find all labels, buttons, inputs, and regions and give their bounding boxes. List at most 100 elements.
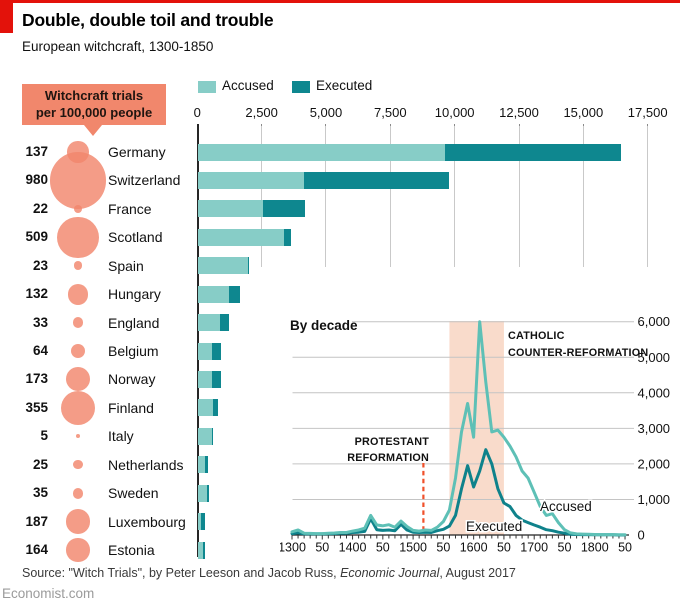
bar-chart-axis-line xyxy=(197,124,199,557)
catholic-annotation-line-1: CATHOLIC xyxy=(508,330,565,342)
country-label: Netherlands xyxy=(108,456,184,473)
accused-bar xyxy=(198,541,204,559)
legend-label-executed: Executed xyxy=(316,78,373,93)
inset-x-tick-label: 1600 xyxy=(460,541,488,555)
country-label: Germany xyxy=(108,144,166,160)
trials-rate-value: 355 xyxy=(25,399,48,415)
economist-com-link[interactable]: Economist.com xyxy=(2,586,95,601)
executed-bar xyxy=(303,171,450,189)
inset-x-tick-label: 50 xyxy=(436,541,450,555)
executed-bar xyxy=(205,456,208,474)
x-axis-tick-label: 0 xyxy=(193,105,201,120)
accused-bar xyxy=(198,228,285,246)
trials-rate-value: 35 xyxy=(32,485,48,501)
executed-bar xyxy=(203,541,205,559)
legend-label-accused: Accused xyxy=(222,78,274,93)
gridline xyxy=(261,126,263,267)
legend-swatch-executed xyxy=(292,81,310,93)
x-axis-tick-label: 12,500 xyxy=(499,105,539,120)
accused-line xyxy=(290,320,627,537)
inset-x-tick-label: 50 xyxy=(497,541,511,555)
executed-bar xyxy=(248,257,250,275)
catholic-annotation-line-2: COUNTER-REFORMATION xyxy=(508,347,648,359)
inset-x-tick-label: 1800 xyxy=(581,541,609,555)
trials-rate-value: 173 xyxy=(25,371,48,387)
gridline xyxy=(454,126,456,267)
x-axis-tick-label: 7,500 xyxy=(374,105,407,120)
page-subtitle: European witchcraft, 1300-1850 xyxy=(22,39,214,54)
source-note: Source: "Witch Trials", by Peter Leeson … xyxy=(22,566,516,580)
trials-bubble xyxy=(75,434,81,439)
callout-line-1: Witchcraft trials xyxy=(44,87,144,103)
inset-x-tick-label: 50 xyxy=(558,541,572,555)
gridline xyxy=(389,126,391,267)
source-suffix: , August 2017 xyxy=(439,566,516,580)
trials-rate-value: 22 xyxy=(32,200,48,216)
trials-bubble xyxy=(67,283,89,305)
accused-bar xyxy=(198,513,202,531)
inset-title: By decade xyxy=(290,318,358,333)
inset-y-tick-label: 2,000 xyxy=(638,456,671,471)
inset-y-tick-label: 5,000 xyxy=(638,350,671,365)
inset-x-tick-label: 50 xyxy=(315,541,329,555)
accused-bar xyxy=(198,399,213,417)
trials-rate-value: 132 xyxy=(25,286,48,302)
x-axis-tick-label: 5,000 xyxy=(309,105,343,120)
accused-bar xyxy=(198,427,213,445)
executed-bar xyxy=(219,314,230,332)
country-label: Luxembourg xyxy=(108,513,186,530)
inset-y-tick-label: 4,000 xyxy=(638,385,671,400)
trials-rate-value: 5 xyxy=(40,428,48,444)
country-label: Hungary xyxy=(108,286,161,303)
trials-rate-value: 23 xyxy=(32,257,48,273)
country-label: Norway xyxy=(108,371,156,388)
trials-rate-value: 33 xyxy=(32,314,48,330)
trials-bubble xyxy=(73,204,83,214)
trials-bubble xyxy=(66,538,90,562)
accused-bar xyxy=(198,171,304,189)
trials-rate-value: 137 xyxy=(25,144,48,159)
executed-bar xyxy=(262,200,306,218)
trials-bubble xyxy=(65,509,91,535)
trials-rate-value: 64 xyxy=(32,343,48,358)
country-label: Italy xyxy=(108,428,134,445)
x-axis-tick-label: 10,000 xyxy=(434,105,475,120)
protestant-annotation-line-2: REFORMATION xyxy=(347,452,429,464)
trials-bubble xyxy=(60,390,96,425)
country-label: Belgium xyxy=(108,343,159,359)
x-axis-tick-label: 15,000 xyxy=(563,105,604,120)
accused-bar xyxy=(198,200,263,218)
trials-rate-value: 980 xyxy=(25,172,48,188)
economist-red-tab xyxy=(0,0,13,33)
gridline xyxy=(582,126,584,267)
executed-bar xyxy=(211,370,221,388)
inset-x-tick-label: 1400 xyxy=(339,541,367,555)
callout-pointer xyxy=(84,125,102,136)
gridline xyxy=(518,126,520,267)
x-axis-tick-label: 2,500 xyxy=(245,105,278,120)
country-label: France xyxy=(108,200,152,217)
trials-rate-value: 187 xyxy=(25,513,48,529)
trials-bubble xyxy=(49,151,107,209)
country-label: England xyxy=(108,314,160,331)
source-prefix: Source: "Witch Trials", by Peter Leeson … xyxy=(22,566,341,580)
executed-line-label: Executed xyxy=(466,519,522,534)
inset-y-tick-label: 6,000 xyxy=(638,314,671,329)
country-label: Finland xyxy=(108,399,154,416)
gridline xyxy=(647,126,649,267)
inset-y-tick-label: 3,000 xyxy=(638,421,671,436)
accused-bar xyxy=(198,484,208,502)
inset-y-tick-label: 0 xyxy=(638,528,645,543)
executed-bar xyxy=(207,484,209,502)
country-label: Switzerland xyxy=(108,172,181,189)
executed-bar xyxy=(212,399,219,417)
executed-bar xyxy=(201,513,205,531)
accused-bar xyxy=(198,257,249,275)
accused-bar xyxy=(198,285,229,303)
page-title: Double, double toil and trouble xyxy=(22,10,274,30)
top-red-rule xyxy=(0,0,680,3)
executed-bar xyxy=(445,143,622,161)
country-label: Scotland xyxy=(108,229,163,246)
trials-bubble xyxy=(57,216,99,258)
